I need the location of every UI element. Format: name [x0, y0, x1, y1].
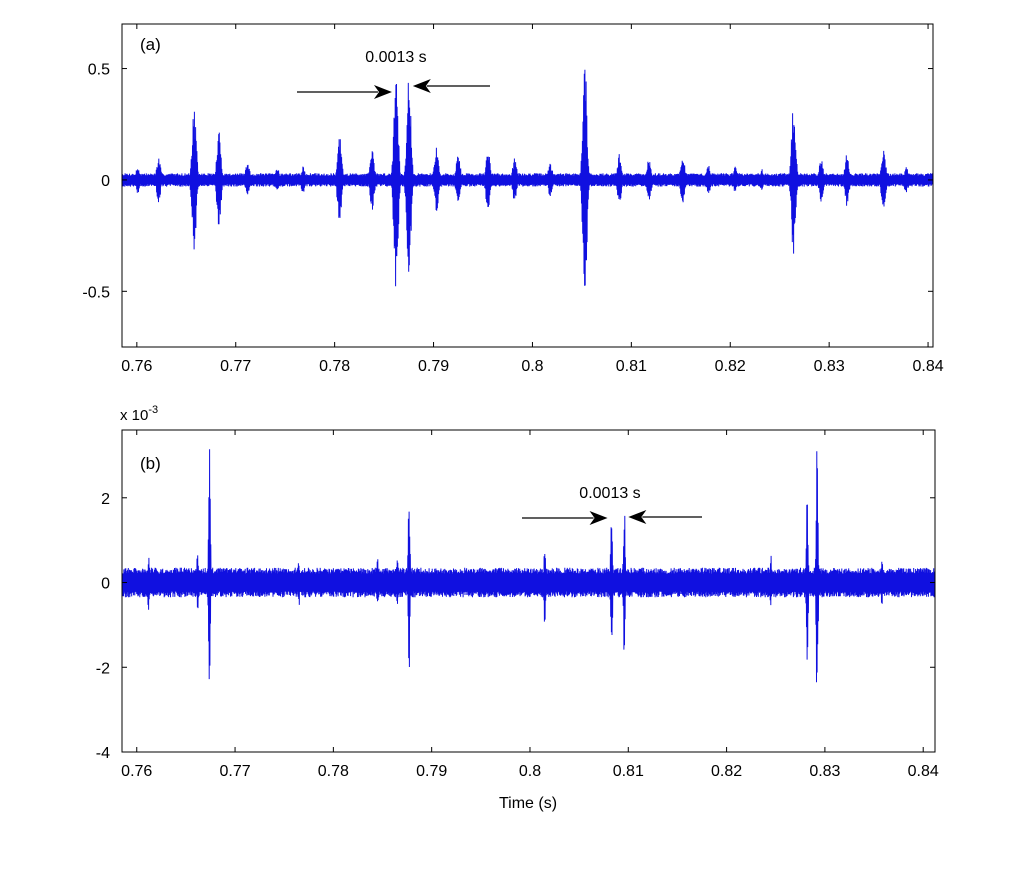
x-tick-label: 0.81: [616, 358, 647, 375]
x-tick-label: 0.78: [319, 358, 350, 375]
x-tick-label: 0.76: [121, 763, 152, 780]
panel-b-y-scale-exponent: -3: [148, 404, 158, 416]
panel-b-x-axis: 0.76 0.77 0.78 0.79 0.8 0.81 0.82 0.83 0.84: [121, 430, 939, 780]
x-tick-label: 0.8: [519, 763, 541, 780]
x-tick-label: 0.78: [318, 763, 349, 780]
panel-b-label: (b): [140, 454, 161, 473]
x-tick-label: 0.84: [912, 358, 943, 375]
x-tick-label: 0.77: [219, 763, 250, 780]
panel-a-label: (a): [140, 35, 161, 54]
x-tick-label: 0.83: [814, 358, 845, 375]
y-tick-label: -2: [96, 660, 110, 677]
y-tick-label: -0.5: [82, 284, 110, 301]
x-tick-label: 0.8: [521, 358, 543, 375]
x-tick-label: 0.77: [220, 358, 251, 375]
x-tick-label: 0.82: [715, 358, 746, 375]
x-tick-label: 0.81: [613, 763, 644, 780]
panel-b-plot-frame: [121, 429, 936, 753]
panel-b-annotation-label: 0.0013 s: [579, 485, 640, 502]
y-tick-label: 0.5: [88, 62, 110, 79]
panel-b-y-axis: -4 -2 0 2: [96, 491, 935, 762]
panel-a-left-arrowhead: [373, 85, 392, 99]
panel-b-annotation: 0.0013 s: [522, 485, 702, 525]
panel-b-chart: 0.76 0.77 0.78 0.79 0.8 0.81 0.82 0.83 0.84 -4 -2…: [96, 404, 939, 812]
x-tick-label: 0.82: [711, 763, 742, 780]
panel-a-annotation-label: 0.0013 s: [365, 49, 426, 66]
panel-a-x-axis: 0.76 0.77 0.78 0.79 0.8 0.81 0.82 0.83 0.84: [121, 24, 944, 375]
panel-b-y-scale-base: x 10: [120, 407, 148, 424]
y-tick-label: -4: [96, 745, 110, 762]
panel-b-right-arrowhead: [628, 510, 647, 524]
x-tick-label: 0.79: [418, 358, 449, 375]
x-tick-label: 0.83: [809, 763, 840, 780]
x-tick-label: 0.84: [908, 763, 939, 780]
panel-a-annotation: 0.0013 s: [297, 49, 490, 99]
panel-b-left-arrowhead: [589, 511, 608, 525]
x-axis-title: Time (s): [499, 795, 557, 812]
x-tick-label: 0.76: [121, 358, 152, 375]
panel-a-chart: 0.76 0.77 0.78 0.79 0.8 0.81 0.82 0.83 0.84 -0.5…: [82, 23, 944, 375]
panel-b-y-scale-label: x 10-3: [120, 404, 158, 424]
y-tick-label: 0: [101, 576, 110, 593]
panel-b-signal-line: [121, 449, 936, 683]
panel-a-signal-line: [121, 69, 934, 287]
panel-a-y-axis: -0.5 0 0.5: [82, 62, 933, 301]
x-tick-label: 0.79: [416, 763, 447, 780]
panel-a-right-arrowhead: [412, 79, 431, 93]
y-tick-label: 0: [101, 173, 110, 190]
panel-a-plot-frame: [121, 23, 934, 348]
y-tick-label: 2: [101, 491, 110, 508]
